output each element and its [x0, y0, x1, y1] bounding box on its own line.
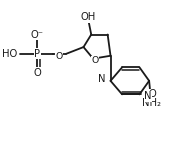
Text: O: O: [56, 52, 63, 61]
Text: HO: HO: [2, 49, 17, 59]
Text: O: O: [91, 56, 99, 65]
Text: N: N: [98, 74, 106, 84]
Text: NH₂: NH₂: [141, 98, 161, 108]
Text: OH: OH: [81, 12, 96, 22]
Text: O: O: [33, 68, 41, 78]
Text: N: N: [144, 91, 152, 101]
Text: O: O: [148, 89, 156, 99]
Text: P: P: [34, 49, 40, 59]
Text: O⁻: O⁻: [31, 30, 44, 40]
